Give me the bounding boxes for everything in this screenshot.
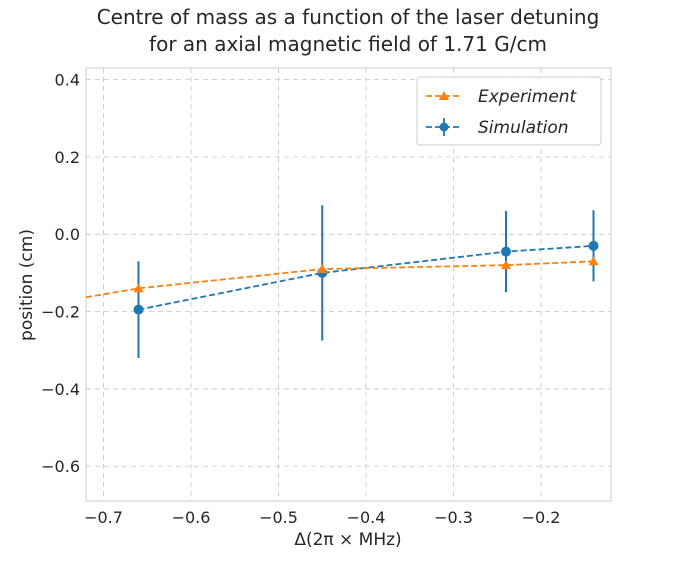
simulation-point [501,246,511,257]
y-tick-label: −0.4 [41,380,80,399]
simulation-point [588,240,599,251]
x-axis-label: Δ(2π × MHz) [294,530,401,550]
y-tick-label: −0.6 [41,457,80,476]
y-tick-label: 0.2 [55,148,80,167]
experiment-point [133,283,144,293]
legend-experiment-label: Experiment [478,87,578,107]
legend-simulation-label: Simulation [478,118,569,138]
legend: Experiment Simulation [416,76,602,146]
x-tick-label: −0.5 [259,508,298,527]
grid [86,68,611,501]
chart-title-line-2: for an axial magnetic field of 1.71 G/cm [149,32,547,56]
plot-frame [85,67,612,502]
x-tick-label: −0.6 [172,508,211,527]
legend-simulation-marker [439,122,449,132]
y-tick-label: −0.2 [41,303,80,322]
y-tick-label: 0.4 [55,71,80,90]
experiment-point [588,256,599,266]
x-tick-label: −0.4 [347,508,386,527]
x-tick-label: −0.3 [434,508,473,527]
chart-title-line-1: Centre of mass as a function of the lase… [97,5,600,29]
legend-experiment-marker [439,91,449,100]
simulation-line [138,244,594,311]
x-tick-label: −0.2 [522,508,561,527]
y-axis-label: position (cm) [17,229,37,341]
y-tick-label: 0.0 [55,225,80,244]
x-tick-label: −0.7 [84,508,123,527]
x-tick-labels: −0.7 −0.6 −0.5 −0.4 −0.3 −0.2 [84,508,560,527]
y-tick-labels: 0.4 0.2 0.0 −0.2 −0.4 −0.6 [41,71,80,477]
legend-frame [416,76,602,146]
series [85,205,599,358]
experiment-point [317,264,328,274]
experiment-point [501,260,511,270]
simulation-point [133,304,144,315]
